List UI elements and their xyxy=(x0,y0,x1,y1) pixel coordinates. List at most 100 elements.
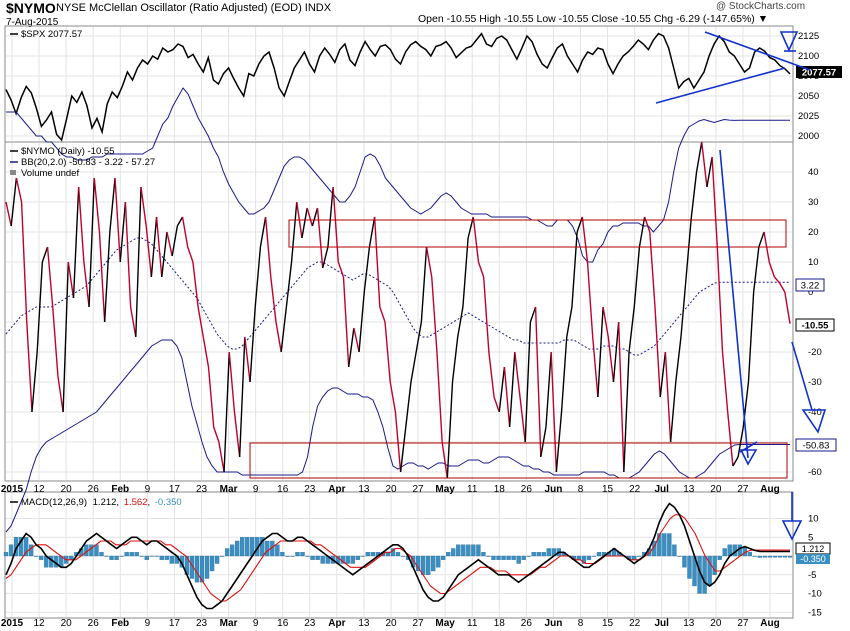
nymo-segment-down xyxy=(20,201,28,323)
nymo-segment-up xyxy=(451,336,459,383)
volume-legend-text: Volume undef xyxy=(21,168,79,179)
nymo-segment-down xyxy=(592,336,599,398)
nymo-segment-down xyxy=(93,177,101,233)
nymo-segment-up xyxy=(72,186,80,299)
bb-mid-value: 3.22 xyxy=(801,281,820,292)
date-label-bottom: 9 xyxy=(145,618,151,629)
nymo-tick-label: 0 xyxy=(808,287,813,298)
date-label-bottom: 16 xyxy=(277,618,289,629)
nymo-segment-up xyxy=(576,216,583,233)
macd-histogram-bar xyxy=(305,555,310,557)
nymo-segment-up xyxy=(555,411,563,473)
macd-histogram-bar xyxy=(280,552,285,557)
nymo-segment-up xyxy=(171,225,179,257)
nymo-segment-up xyxy=(135,186,142,338)
nymo-segment-up xyxy=(415,321,423,353)
macd-histogram-bar xyxy=(99,552,104,557)
macd-legend-value: 1.212 xyxy=(93,497,117,508)
macd-histogram-bar xyxy=(290,555,295,557)
macd-histogram-bar xyxy=(446,552,451,557)
date-label-bottom: 27 xyxy=(737,618,749,629)
nymo-segment-down xyxy=(488,351,495,398)
nymo-segment-up xyxy=(706,156,713,188)
nymo-segment-down xyxy=(192,261,199,308)
nymo-segment-down xyxy=(67,261,75,299)
spx-last-value: 2077.57 xyxy=(802,68,836,79)
date-label-bottom: 20 xyxy=(385,618,397,629)
date-label-mid: 23 xyxy=(196,484,208,495)
arrow-annotations xyxy=(739,31,827,541)
date-label-mid: 15 xyxy=(602,484,614,495)
nymo-segment-up xyxy=(223,351,230,473)
macd-legend: MACD(12,26,9) 1.212, 1.562, -0.350 xyxy=(10,497,182,508)
nymo-segment-down xyxy=(472,216,480,263)
nymo-segment-up xyxy=(119,201,127,263)
macd-histogram-bar xyxy=(777,555,783,558)
nymo-segment-down xyxy=(202,336,210,368)
nymo-segment-up xyxy=(545,351,552,428)
nymo-segment-up xyxy=(690,171,698,218)
bb-mid-tag: 3.22 xyxy=(795,278,825,292)
nymo-segment-down xyxy=(264,216,272,278)
nymo-segment-down xyxy=(207,366,215,428)
nymo-tick-label: -40 xyxy=(808,407,822,418)
nymo-segment-down xyxy=(602,306,609,338)
macd-histogram-bar xyxy=(586,555,592,560)
macd-histogram-bar xyxy=(139,555,144,557)
macd-histogram-bar xyxy=(762,555,768,558)
oversold-zone-box xyxy=(249,442,788,479)
date-label-mid: 17 xyxy=(169,484,181,495)
macd-histogram-bar xyxy=(546,548,551,557)
nymo-segment-up xyxy=(675,336,682,383)
date-label-bottom: 22 xyxy=(629,618,641,629)
nymo-tick-label: -20 xyxy=(808,347,822,358)
nymo-last-value: -10.55 xyxy=(802,321,830,332)
nymo-segment-down xyxy=(482,276,490,353)
date-label-mid: 9 xyxy=(145,484,151,495)
macd-histogram-bar xyxy=(687,555,692,579)
nymo-segment-up xyxy=(669,381,677,443)
spx-tick-label: 2000 xyxy=(798,131,819,142)
macd-histogram-bar xyxy=(591,555,597,557)
date-label-bottom: Feb xyxy=(111,618,129,629)
macd-histogram-bar xyxy=(471,544,476,557)
macd-histogram-bar xyxy=(395,552,401,557)
date-label-bottom: 9 xyxy=(253,618,259,629)
nymo-segment-up xyxy=(161,231,168,278)
nymo-segment-up xyxy=(399,426,407,473)
macd-histogram-bar xyxy=(521,555,526,560)
bb-lower-value: -50.83 xyxy=(803,441,830,452)
macd-histogram-bar xyxy=(541,552,546,557)
nymo-segment-up xyxy=(358,291,365,353)
nymo-segment-up xyxy=(238,336,246,458)
nymo-segment-down xyxy=(779,282,786,293)
spx-upper-trendline xyxy=(704,31,811,71)
macd-histogram-bar xyxy=(757,555,762,558)
nymo-segment-up xyxy=(560,336,568,413)
nymo-projection-line xyxy=(791,341,813,411)
nymo-segment-down xyxy=(233,411,241,458)
macd-histogram-bar xyxy=(144,555,149,560)
macd-last-value: 1.212 xyxy=(802,544,825,554)
macd-histogram-bar xyxy=(370,552,376,557)
nymo-segment-up xyxy=(363,246,371,293)
macd-histogram-bar xyxy=(752,555,757,557)
macd-tick-label: 10 xyxy=(808,514,819,525)
nymo-segment-up xyxy=(498,366,506,413)
nymo-segment-down xyxy=(701,141,708,188)
nymo-segment-up xyxy=(322,246,329,269)
date-label-mid: 8 xyxy=(578,484,584,495)
spx-legend-text: $SPX 2077.57 xyxy=(21,29,82,40)
nymo-segment-down xyxy=(337,261,345,278)
nymo-segment-down xyxy=(477,261,485,278)
nymo-segment-down xyxy=(581,216,589,263)
macd-histogram-bar xyxy=(516,555,521,564)
nymo-segment-up xyxy=(311,207,319,227)
spx-tick-label: 2025 xyxy=(798,111,819,122)
macd-histogram-bar xyxy=(496,555,501,560)
nymo-segment-down xyxy=(534,306,542,458)
nymo-segment-down xyxy=(716,246,724,353)
date-label-bottom: 20 xyxy=(710,618,722,629)
nymo-segment-up xyxy=(659,351,667,398)
macd-histogram-bar xyxy=(491,555,496,560)
